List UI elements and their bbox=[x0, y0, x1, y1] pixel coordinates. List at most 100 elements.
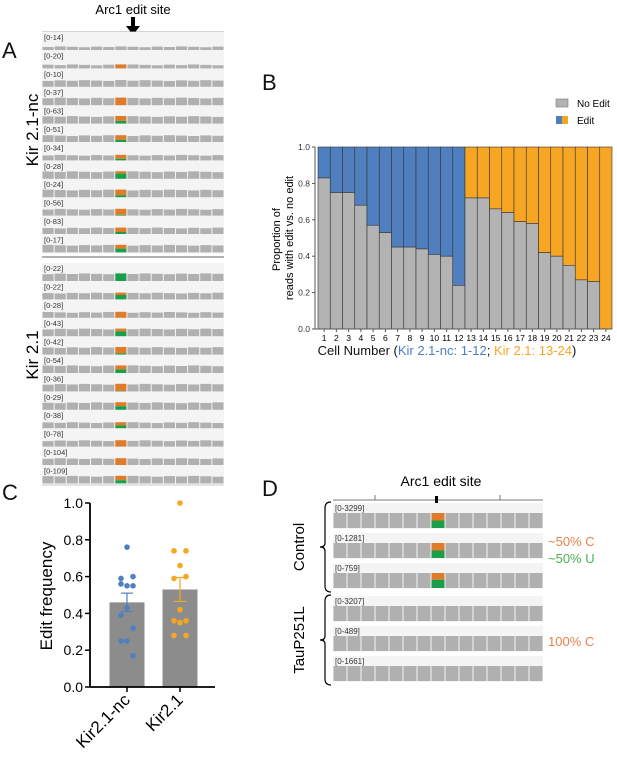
coverage-bin bbox=[66, 64, 78, 69]
coverage-bin bbox=[139, 189, 151, 198]
coverage-bin bbox=[175, 347, 188, 355]
coverage-bin bbox=[66, 347, 78, 355]
coverage-bin bbox=[175, 458, 188, 465]
coverage-bin bbox=[529, 543, 543, 558]
coverage-bin bbox=[459, 636, 473, 651]
group-label-kir21: Kir 2.1 bbox=[23, 330, 42, 379]
coverage-bin bbox=[188, 245, 200, 253]
coverage-bin bbox=[103, 476, 115, 484]
data-point bbox=[118, 612, 124, 619]
x-tick-label: Kir2.1-nc bbox=[72, 690, 134, 752]
coverage-bin bbox=[188, 274, 200, 281]
x-tick-label: 4 bbox=[359, 333, 364, 343]
coverage-bin bbox=[501, 513, 515, 528]
coverage-bin bbox=[78, 440, 91, 447]
mean-bar bbox=[109, 602, 145, 687]
base-c-fraction bbox=[115, 328, 127, 332]
data-point bbox=[183, 632, 189, 639]
coverage-bin bbox=[200, 328, 212, 337]
data-point bbox=[171, 548, 177, 554]
coverage-bin bbox=[127, 116, 139, 124]
coverage-bin bbox=[487, 606, 501, 621]
coverage-bin bbox=[54, 116, 66, 124]
bar-no-edit bbox=[317, 177, 331, 330]
coverage-bin bbox=[347, 513, 361, 528]
coverage-bin bbox=[175, 154, 188, 161]
coverage-bin bbox=[212, 116, 224, 124]
x-axis-label: Cell Number (Kir 2.1-nc: 1-12; Kir 2.1: … bbox=[318, 343, 577, 358]
coverage-bin bbox=[66, 440, 78, 447]
coverage-bin bbox=[347, 606, 361, 621]
base-c-fraction bbox=[115, 440, 127, 447]
coverage-track: [0-109] bbox=[42, 465, 224, 485]
coverage-bin bbox=[163, 274, 175, 281]
coverage-track: [0-37] bbox=[42, 87, 224, 107]
x-tick-label: 23 bbox=[589, 333, 599, 343]
bar-no-edit bbox=[464, 197, 478, 330]
coverage-bin bbox=[459, 606, 473, 621]
coverage-bin bbox=[212, 440, 224, 447]
x-tick-label: 21 bbox=[564, 333, 574, 343]
coverage-track: [0-3299] bbox=[333, 503, 543, 529]
coverage-bin bbox=[175, 190, 188, 198]
coverage-bin bbox=[54, 228, 66, 234]
data-point bbox=[177, 606, 183, 613]
coverage-bin bbox=[473, 606, 487, 621]
coverage-bin bbox=[139, 440, 151, 447]
coverage-bin bbox=[66, 365, 78, 373]
coverage-bin bbox=[54, 347, 66, 355]
bar-no-edit bbox=[440, 255, 454, 330]
y-tick-label: 0.8 bbox=[298, 178, 310, 188]
coverage-bin bbox=[78, 402, 91, 410]
track-range-label: [0-20] bbox=[44, 51, 63, 60]
x-tick-label: 3 bbox=[346, 333, 351, 343]
legend-label-edit: Edit bbox=[577, 116, 594, 127]
coverage-bin bbox=[175, 228, 188, 234]
coverage-bin bbox=[103, 458, 115, 465]
coverage-bin bbox=[175, 366, 188, 373]
coverage-bin bbox=[151, 116, 163, 124]
base-c-fraction bbox=[115, 64, 127, 69]
track-range-label: [0-24] bbox=[44, 180, 63, 189]
coverage-bin bbox=[175, 135, 188, 142]
panel-c-bar-scatter-chart: Kir2.1-nc Kir2.1 0.0 0.2 0.4 0.6 0.8 1.0 Edit f… bbox=[37, 495, 215, 752]
coverage-bin bbox=[515, 636, 529, 651]
coverage-bin bbox=[42, 458, 54, 465]
coverage-bin bbox=[103, 384, 115, 392]
percent-annotation: ~50% U bbox=[548, 551, 595, 566]
coverage-bin bbox=[42, 228, 54, 234]
coverage-bin bbox=[212, 190, 224, 198]
coverage-bin bbox=[175, 384, 188, 392]
coverage-bin bbox=[103, 209, 115, 216]
data-point bbox=[124, 583, 130, 589]
coverage-bin bbox=[459, 543, 473, 558]
coverage-bin bbox=[200, 476, 212, 484]
coverage-bin bbox=[151, 209, 163, 216]
coverage-bin bbox=[127, 384, 139, 392]
coverage-bin bbox=[66, 458, 78, 465]
coverage-track: [0-10] bbox=[42, 68, 224, 88]
coverage-bin bbox=[175, 273, 188, 281]
coverage-bin bbox=[200, 365, 212, 373]
coverage-bin bbox=[42, 171, 54, 179]
coverage-bin bbox=[54, 293, 66, 300]
coverage-bin bbox=[78, 459, 91, 465]
coverage-bin bbox=[188, 402, 200, 410]
coverage-bin bbox=[127, 227, 139, 234]
coverage-bin bbox=[78, 228, 91, 234]
coverage-bin bbox=[151, 135, 163, 142]
coverage-bin bbox=[361, 543, 375, 558]
track-range-label: [0-63] bbox=[44, 107, 63, 116]
coverage-bin bbox=[91, 347, 103, 355]
coverage-bin bbox=[501, 666, 515, 681]
coverage-bin bbox=[403, 543, 417, 558]
coverage-bin bbox=[91, 245, 103, 253]
coverage-bin bbox=[115, 80, 127, 87]
coverage-bin bbox=[212, 384, 224, 392]
bar-no-edit bbox=[378, 232, 392, 330]
coverage-bin bbox=[78, 80, 91, 87]
panel-d-igv-tracks: Arc1 edit site [0-3299] [0-1281] [0-759] Co… bbox=[291, 473, 595, 686]
coverage-bin bbox=[163, 384, 175, 392]
coverage-bin bbox=[188, 292, 200, 300]
coverage-bin bbox=[91, 476, 103, 484]
